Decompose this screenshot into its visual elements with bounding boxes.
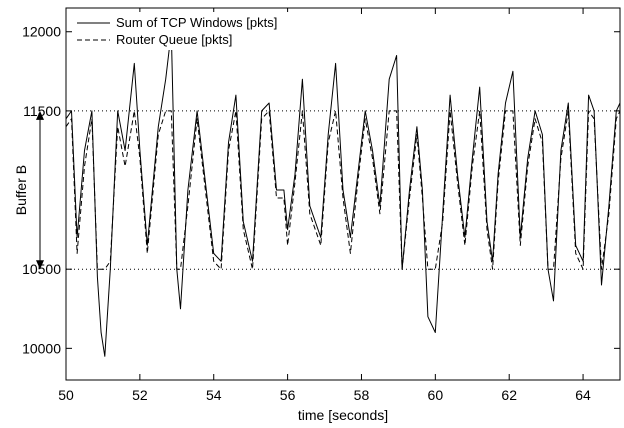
legend-label-router-queue: Router Queue [pkts] <box>116 32 232 47</box>
legend: Sum of TCP Windows [pkts] Router Queue [… <box>72 12 330 50</box>
buffer-label: Buffer B <box>13 165 29 215</box>
series-layer <box>65 31 621 357</box>
x-tick-label: 58 <box>354 387 370 403</box>
x-axis-label: time [seconds] <box>298 407 388 423</box>
buffer-arrow-bottom-head <box>36 260 44 270</box>
plot-frame <box>65 7 621 381</box>
y-axis: 10000 10500 11500 12000 <box>22 24 620 356</box>
buffer-arrow-top-head <box>36 110 44 120</box>
x-axis: 50 52 54 56 58 60 62 64 <box>58 8 591 403</box>
y-tick-label: 10000 <box>22 340 61 356</box>
series-tcp-windows <box>65 31 621 357</box>
x-tick-label: 52 <box>132 387 148 403</box>
x-tick-label: 56 <box>280 387 296 403</box>
x-tick-label: 54 <box>206 387 222 403</box>
series-router-queue <box>65 110 621 270</box>
x-tick-label: 62 <box>501 387 517 403</box>
legend-label-tcp-windows: Sum of TCP Windows [pkts] <box>116 15 277 30</box>
reference-lines <box>66 110 620 270</box>
x-tick-label: 64 <box>575 387 591 403</box>
x-tick-label: 60 <box>428 387 444 403</box>
buffer-annotation: Buffer B <box>13 110 44 270</box>
y-tick-label: 12000 <box>22 24 61 40</box>
y-tick-label: 11500 <box>23 103 61 119</box>
x-tick-label: 50 <box>58 387 74 403</box>
y-tick-label: 10500 <box>22 261 61 277</box>
